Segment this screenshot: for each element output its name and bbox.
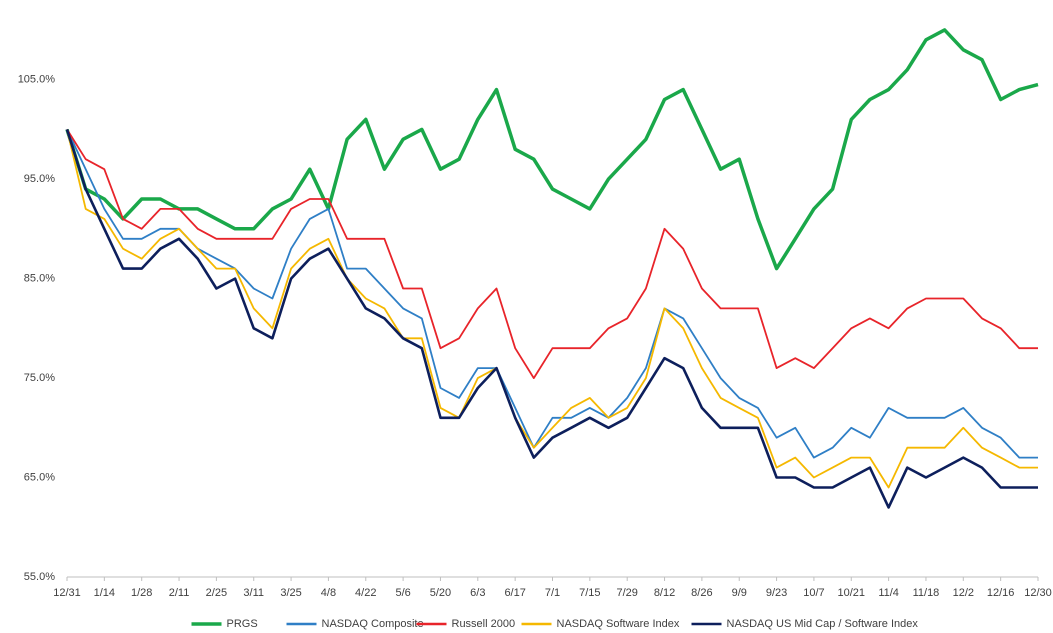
series-line xyxy=(66,129,1038,489)
x-tick-label: 11/18 xyxy=(913,587,940,599)
x-tick-label: 9/9 xyxy=(732,587,747,599)
legend-label: Russell 2000 xyxy=(452,618,516,630)
series-line xyxy=(66,128,1038,379)
y-tick-label: 85.0% xyxy=(24,272,55,284)
y-tick-label: 105.0% xyxy=(18,74,56,86)
x-tick-label: 4/22 xyxy=(355,587,376,599)
legend-label: NASDAQ Software Index xyxy=(557,618,680,630)
x-tick-label: 10/21 xyxy=(838,587,866,599)
x-tick-label: 2/11 xyxy=(169,587,190,599)
x-tick-label: 6/3 xyxy=(470,587,485,599)
x-tick-label: 8/12 xyxy=(654,587,675,599)
x-tick-label: 6/17 xyxy=(504,587,525,599)
x-tick-label: 2/25 xyxy=(206,587,227,599)
y-tick-label: 65.0% xyxy=(24,471,55,483)
y-tick-label: 95.0% xyxy=(24,173,55,185)
series-line xyxy=(65,28,1039,271)
x-tick-label: 7/29 xyxy=(616,587,637,599)
x-tick-label: 12/30 xyxy=(1024,587,1052,599)
x-tick-label: 10/7 xyxy=(803,587,824,599)
y-tick-label: 75.0% xyxy=(24,372,55,384)
x-tick-label: 1/14 xyxy=(94,587,115,599)
x-tick-label: 3/11 xyxy=(243,587,264,599)
x-tick-label: 7/15 xyxy=(579,587,600,599)
x-tick-label: 11/4 xyxy=(878,587,899,599)
y-tick-label: 55.0% xyxy=(24,571,55,583)
x-tick-label: 7/1 xyxy=(545,587,560,599)
series-line xyxy=(65,129,1038,509)
x-tick-label: 5/6 xyxy=(395,587,410,599)
x-tick-label: 12/2 xyxy=(953,587,974,599)
x-tick-label: 4/8 xyxy=(321,587,336,599)
x-tick-label: 5/20 xyxy=(430,587,451,599)
x-tick-label: 9/23 xyxy=(766,587,787,599)
legend-label: NASDAQ Composite xyxy=(322,618,424,630)
series-line xyxy=(66,129,1038,459)
legend-label: NASDAQ US Mid Cap / Software Index xyxy=(727,618,919,630)
x-tick-label: 12/31 xyxy=(53,587,81,599)
x-tick-label: 8/26 xyxy=(691,587,712,599)
x-tick-label: 3/25 xyxy=(280,587,301,599)
x-tick-label: 12/16 xyxy=(987,587,1015,599)
x-tick-label: 1/28 xyxy=(131,587,152,599)
legend-label: PRGS xyxy=(227,618,258,630)
